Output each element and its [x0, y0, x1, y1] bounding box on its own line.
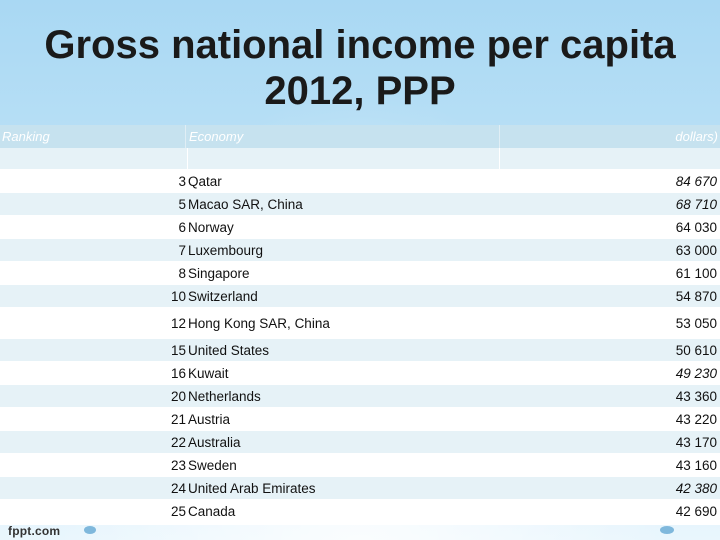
table-row: 15 United States 50 610	[0, 339, 720, 362]
decorative-bubble-icon	[660, 526, 674, 534]
value-cell: 42 690	[675, 504, 717, 519]
economy-cell: Singapore	[188, 266, 250, 281]
table-row: 6 Norway 64 030	[0, 216, 720, 239]
table-row: 21 Austria 43 220	[0, 408, 720, 431]
economy-cell: Australia	[188, 435, 241, 450]
value-cell: 84 670	[675, 174, 717, 189]
value-cell: 68 710	[675, 197, 717, 212]
value-cell: 53 050	[675, 316, 717, 331]
rank-cell: 3	[178, 174, 186, 189]
table-row: 5 Macao SAR, China 68 710	[0, 193, 720, 216]
rank-cell: 12	[170, 316, 186, 331]
header-value: dollars)	[675, 129, 718, 144]
rank-cell: 20	[170, 389, 186, 404]
value-cell: 61 100	[675, 266, 717, 281]
table-row: 24 United Arab Emirates 42 380	[0, 477, 720, 500]
value-cell: 43 160	[675, 458, 717, 473]
economy-cell: United States	[188, 343, 270, 358]
economy-cell: Qatar	[188, 174, 222, 189]
rank-cell: 5	[178, 197, 186, 212]
header-economy: Economy	[189, 129, 244, 144]
column-divider	[185, 125, 186, 148]
rank-cell: 21	[170, 412, 186, 427]
slide-title: Gross national income per capita 2012, P…	[44, 23, 676, 113]
rank-cell: 8	[178, 266, 186, 281]
table-row: 25 Canada 42 690	[0, 500, 720, 523]
economy-cell: United Arab Emirates	[188, 481, 316, 496]
value-cell: 64 030	[675, 220, 717, 235]
table-body: 3 Qatar 84 670 5 Macao SAR, China 68 710 6 Norw…	[0, 170, 720, 523]
header-ranking: Ranking	[2, 129, 50, 144]
rank-cell: 22	[170, 435, 186, 450]
economy-cell: Canada	[188, 504, 236, 519]
table-row: 20 Netherlands 43 360	[0, 385, 720, 408]
rank-cell: 15	[170, 343, 186, 358]
rank-cell: 23	[170, 458, 186, 473]
table-header-row: Ranking Economy dollars)	[0, 125, 720, 148]
economy-cell: Switzerland	[188, 289, 258, 304]
table-row: 16 Kuwait 49 230	[0, 362, 720, 385]
table-row: 3 Qatar 84 670	[0, 170, 720, 193]
rank-cell: 10	[170, 289, 186, 304]
value-cell: 42 380	[675, 481, 717, 496]
value-cell: 63 000	[675, 243, 717, 258]
economy-cell: Luxembourg	[188, 243, 264, 258]
economy-cell: Kuwait	[188, 366, 229, 381]
blank-row	[0, 148, 720, 169]
gni-table: Ranking Economy dollars) 3 Qatar 84 670 5 Ma…	[0, 125, 720, 525]
economy-cell: Norway	[188, 220, 234, 235]
table-row: 10 Switzerland 54 870	[0, 285, 720, 308]
value-cell: 50 610	[675, 343, 717, 358]
rank-cell: 24	[170, 481, 186, 496]
economy-cell: Sweden	[188, 458, 237, 473]
value-cell: 43 170	[675, 435, 717, 450]
economy-cell: Netherlands	[188, 389, 261, 404]
value-cell: 43 220	[675, 412, 717, 427]
table-row: 23 Sweden 43 160	[0, 454, 720, 477]
economy-cell: Macao SAR, China	[188, 197, 303, 212]
value-cell: 49 230	[675, 366, 717, 381]
value-cell: 54 870	[675, 289, 717, 304]
table-row: 22 Australia 43 170	[0, 431, 720, 454]
economy-cell: Austria	[188, 412, 231, 427]
table-row: 7 Luxembourg 63 000	[0, 239, 720, 262]
table-row: 8 Singapore 61 100	[0, 262, 720, 285]
rank-cell: 6	[178, 220, 186, 235]
value-cell: 43 360	[675, 389, 717, 404]
rank-cell: 25	[170, 504, 186, 519]
decorative-bubble-icon	[84, 526, 96, 534]
column-divider	[499, 125, 500, 148]
rank-cell: 7	[178, 243, 186, 258]
fppt-logo: fppt.com	[8, 524, 61, 538]
rank-cell: 16	[170, 366, 186, 381]
column-divider	[499, 148, 500, 169]
table-row: 12 Hong Kong SAR, China 53 050	[0, 308, 720, 339]
economy-cell: Hong Kong SAR, China	[188, 316, 330, 331]
column-divider	[187, 148, 188, 169]
